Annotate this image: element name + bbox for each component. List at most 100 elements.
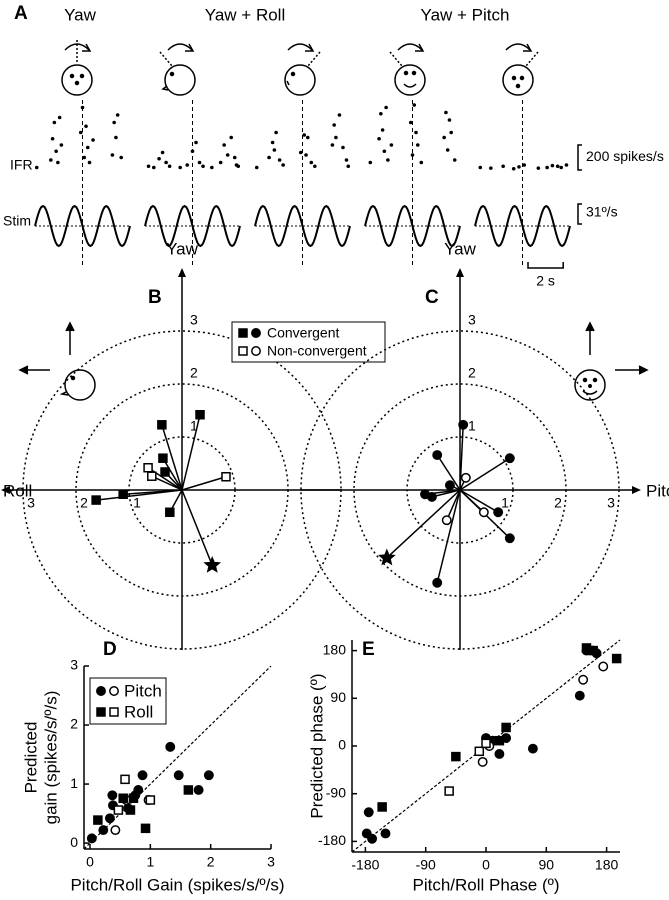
stimulus xyxy=(34,204,131,248)
head-icon xyxy=(502,43,539,96)
marker xyxy=(478,507,489,518)
condition-title: Yaw + Roll xyxy=(205,5,285,24)
marker xyxy=(133,785,144,795)
ifr-point xyxy=(380,128,385,132)
ifr-point xyxy=(87,160,92,165)
ifr-point xyxy=(178,165,182,170)
marker xyxy=(251,346,261,356)
marker xyxy=(574,690,585,701)
vector xyxy=(386,489,461,559)
marker xyxy=(104,813,115,824)
ifr-point xyxy=(236,164,241,169)
head-icon xyxy=(61,40,93,96)
ifr-point xyxy=(555,164,560,169)
ifr-point xyxy=(341,145,345,150)
ifr-point xyxy=(49,158,53,162)
marker xyxy=(588,645,598,656)
x-tick-label: 2 xyxy=(207,854,215,870)
marker xyxy=(451,751,461,762)
ifr-point xyxy=(305,135,310,140)
marker xyxy=(203,770,214,781)
ifr-point xyxy=(115,113,120,117)
marker xyxy=(96,707,106,717)
ifr-point xyxy=(91,138,95,142)
ifr-point xyxy=(444,110,448,115)
ifr-point xyxy=(410,153,415,157)
axis-label: Roll xyxy=(3,481,32,500)
y-tick-label: 2 xyxy=(70,716,78,732)
vector xyxy=(446,489,461,521)
x-tick-label: -90 xyxy=(416,857,436,873)
ifr-point xyxy=(267,155,271,160)
ifr-point xyxy=(274,130,278,135)
ifr-point xyxy=(167,164,172,169)
scale-label: 2 s xyxy=(536,273,555,289)
ifr-point xyxy=(225,153,230,157)
marker xyxy=(527,743,538,754)
vector xyxy=(151,475,183,491)
ifr-point xyxy=(84,124,88,129)
axis-arrow xyxy=(632,486,641,494)
ifr-point xyxy=(415,143,420,147)
panel-label: E xyxy=(362,639,375,660)
y-tick-label: 3 xyxy=(70,657,78,673)
vector xyxy=(147,467,183,491)
axis-label: Yaw xyxy=(166,239,199,258)
x-tick-label: -180 xyxy=(351,857,379,873)
marker xyxy=(140,823,151,834)
ifr-point xyxy=(564,163,569,167)
ifr-point xyxy=(501,164,505,169)
marker xyxy=(458,419,469,430)
vector xyxy=(161,424,183,491)
marker xyxy=(444,786,454,796)
ifr-point xyxy=(449,130,454,135)
x-tick-label: 0 xyxy=(482,857,490,873)
vector xyxy=(162,457,183,491)
axis-arrow xyxy=(178,268,186,277)
y-axis-label: Predicted phase (º) xyxy=(307,673,326,818)
vector xyxy=(181,414,201,491)
marker xyxy=(125,805,136,815)
marker xyxy=(109,686,119,696)
legend-label: Non-convergent xyxy=(267,343,367,359)
head-icon xyxy=(284,43,321,96)
ifr-point xyxy=(313,164,317,169)
ifr-point xyxy=(222,143,226,147)
marker xyxy=(378,548,396,566)
axis-arrow xyxy=(456,268,464,277)
ring-label: 1 xyxy=(501,495,509,511)
marker xyxy=(145,795,156,805)
marker xyxy=(611,653,622,664)
marker xyxy=(477,756,488,767)
ifr-point xyxy=(218,160,223,165)
ring-label: 1 xyxy=(190,418,198,434)
ifr-point xyxy=(408,120,413,125)
y-tick-label: 1 xyxy=(70,775,78,791)
ring-label: 3 xyxy=(27,495,35,511)
marker xyxy=(504,453,515,464)
marker xyxy=(460,472,471,483)
pitch-icon xyxy=(574,321,649,401)
ifr-point xyxy=(522,163,527,167)
ifr-point xyxy=(56,160,60,165)
marker xyxy=(238,346,248,356)
ifr-point xyxy=(489,166,493,170)
ring-label: 2 xyxy=(190,365,198,381)
vector xyxy=(459,489,499,513)
row-label: Stim xyxy=(3,213,31,229)
panel-label: B xyxy=(148,287,162,308)
ring-label: 3 xyxy=(607,495,615,511)
marker xyxy=(143,462,153,473)
row-label: IFR xyxy=(10,157,33,173)
ring-label: 1 xyxy=(133,495,141,511)
x-tick-label: 90 xyxy=(539,857,555,873)
legend-label: Convergent xyxy=(267,325,339,341)
ifr-point xyxy=(377,136,381,141)
marker xyxy=(494,749,505,759)
marker xyxy=(158,453,168,463)
ifr-point xyxy=(52,120,57,125)
ifr-point xyxy=(298,150,303,155)
marker xyxy=(195,409,205,420)
marker xyxy=(113,805,124,815)
ifr-point xyxy=(59,143,64,147)
